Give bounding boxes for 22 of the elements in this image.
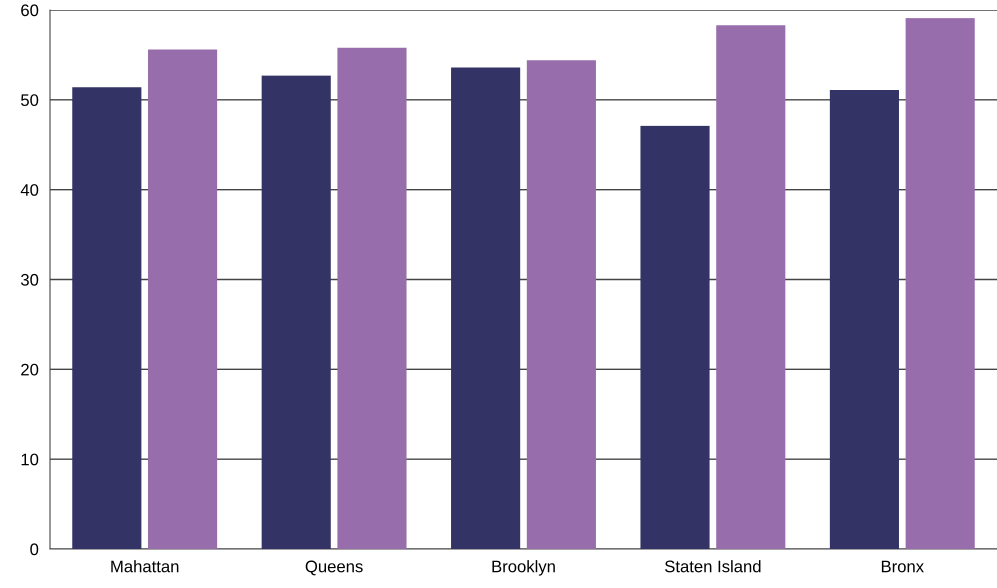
bar <box>451 67 520 549</box>
bar <box>337 48 407 549</box>
y-tick-label: 50 <box>21 94 38 106</box>
bar <box>526 60 596 549</box>
x-tick-label: Brooklyn <box>492 560 555 576</box>
bar <box>640 126 710 549</box>
x-tick-label: Mahattan <box>111 560 178 572</box>
bar <box>906 18 975 549</box>
x-tick-label: Staten Island <box>665 560 760 572</box>
x-tick-label: Bronx <box>882 560 924 572</box>
bar <box>716 25 786 549</box>
bar <box>830 90 899 549</box>
bar <box>262 76 331 549</box>
y-tick-label: 10 <box>22 454 38 466</box>
y-tick-label: 40 <box>20 184 38 196</box>
y-tick-label: 0 <box>30 543 38 556</box>
y-tick-label: 30 <box>20 274 38 286</box>
bar <box>148 50 218 549</box>
y-tick-label: 20 <box>21 364 38 376</box>
bar <box>72 87 142 549</box>
y-tick-label: 60 <box>21 4 38 16</box>
x-tick-label: Queens <box>306 560 363 576</box>
